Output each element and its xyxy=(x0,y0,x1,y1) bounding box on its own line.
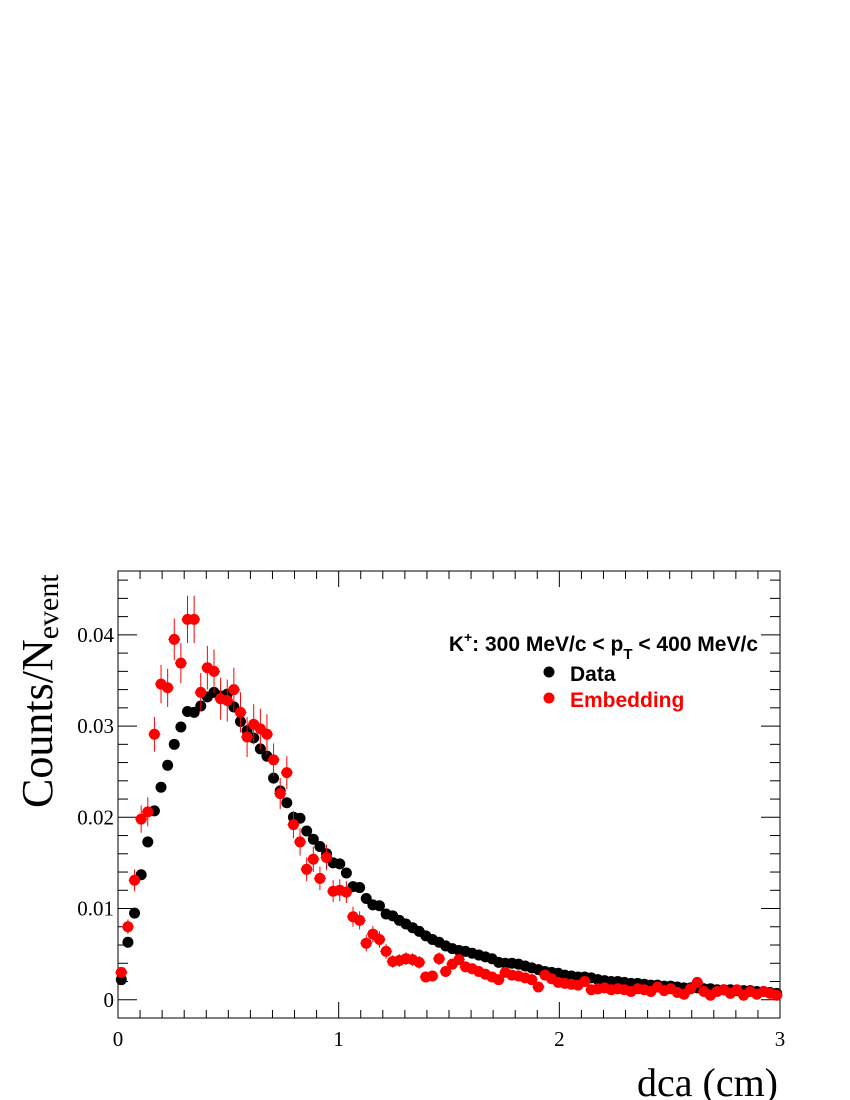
embedding-point xyxy=(168,633,180,645)
embedding-point xyxy=(188,613,200,625)
data-point xyxy=(155,781,167,793)
x-tick-label: 1 xyxy=(333,1027,344,1051)
embedding-point xyxy=(115,966,127,978)
embedding-point xyxy=(771,989,783,1001)
data-point xyxy=(129,907,141,919)
embedding-point xyxy=(340,886,352,898)
kinematic-annotation: K+: 300 MeV/c < pT < 400 MeV/c xyxy=(449,629,759,663)
embedding-point xyxy=(691,976,703,988)
embedding-point xyxy=(307,853,319,865)
x-tick-label: 2 xyxy=(554,1027,565,1051)
embedding-point xyxy=(135,813,147,825)
legend-label-data: Data xyxy=(570,663,616,686)
data-point xyxy=(334,858,346,870)
data-point xyxy=(301,825,313,837)
embedding-point xyxy=(426,970,438,982)
y-axis-label-main: Counts/N xyxy=(13,639,62,808)
embedding-point xyxy=(314,872,326,884)
y-axis-label-sub: event xyxy=(32,574,65,640)
embedding-point xyxy=(493,974,505,986)
annotation-subscript: T xyxy=(623,646,632,663)
x-axis-label: dca (cm) xyxy=(637,1060,778,1100)
embedding-point xyxy=(354,914,366,926)
embedding-point xyxy=(175,657,187,669)
data-point xyxy=(314,840,326,852)
data-point xyxy=(281,797,293,809)
embedding-point xyxy=(195,686,207,698)
data-point xyxy=(307,833,319,845)
embedding-point xyxy=(287,819,299,831)
embedding-point xyxy=(360,937,372,949)
data-point xyxy=(268,772,280,784)
embedding-point xyxy=(142,806,154,818)
y-tick-labels: 0 0.01 0.02 0.03 0.04 xyxy=(77,623,114,1012)
embedding-point xyxy=(532,981,544,993)
annotation-particle: K xyxy=(449,633,464,656)
y-tick-label: 0 xyxy=(104,988,115,1012)
embedding-point xyxy=(380,945,392,957)
embedding-point xyxy=(301,863,313,875)
embedding-point xyxy=(129,874,141,886)
y-tick-label: 0.03 xyxy=(77,714,114,738)
embedding-point xyxy=(148,728,160,740)
y-tick-label: 0.04 xyxy=(77,623,114,647)
data-point xyxy=(340,867,352,879)
annotation-text-b: < 400 MeV/c xyxy=(633,633,759,656)
series-embedding xyxy=(115,595,783,1001)
embedding-point xyxy=(294,836,306,848)
legend-label-embedding: Embedding xyxy=(570,689,684,712)
legend: Data Embedding xyxy=(543,663,684,712)
y-tick-label: 0.02 xyxy=(77,805,114,829)
embedding-point xyxy=(274,788,286,800)
embedding-point xyxy=(122,921,134,933)
legend-marker-embedding xyxy=(543,692,555,704)
y-axis-label: Counts/Nevent xyxy=(13,574,65,808)
data-point xyxy=(175,721,187,733)
embedding-point xyxy=(268,754,280,766)
embedding-point xyxy=(321,851,333,863)
embedding-point xyxy=(413,956,425,968)
embedding-point xyxy=(162,682,174,694)
x-tick-labels: 0 1 2 3 xyxy=(113,1027,786,1051)
embedding-point xyxy=(440,965,452,977)
annotation-text-a: : 300 MeV/c < p xyxy=(472,633,623,656)
x-tick-label: 0 xyxy=(113,1027,124,1051)
embedding-point xyxy=(221,695,233,707)
data-point xyxy=(168,738,180,750)
embedding-point xyxy=(281,767,293,779)
embedding-point xyxy=(241,731,253,743)
data-point xyxy=(122,936,134,948)
annotation-charge: + xyxy=(464,629,472,645)
embedding-point xyxy=(208,665,220,677)
embedding-point xyxy=(261,728,273,740)
data-point xyxy=(373,900,385,912)
embedding-point xyxy=(526,974,538,986)
data-point xyxy=(142,836,154,848)
legend-marker-data xyxy=(543,666,555,678)
embedding-point xyxy=(453,954,465,966)
axis-ticks xyxy=(117,571,781,1019)
embedding-point xyxy=(579,976,591,988)
data-point xyxy=(354,882,366,894)
y-tick-label: 0.01 xyxy=(77,897,114,921)
embedding-point xyxy=(373,934,385,946)
embedding-point xyxy=(433,953,445,965)
x-tick-label: 3 xyxy=(775,1027,786,1051)
embedding-point xyxy=(234,706,246,718)
data-point xyxy=(162,759,174,771)
embedding-point xyxy=(228,684,240,696)
